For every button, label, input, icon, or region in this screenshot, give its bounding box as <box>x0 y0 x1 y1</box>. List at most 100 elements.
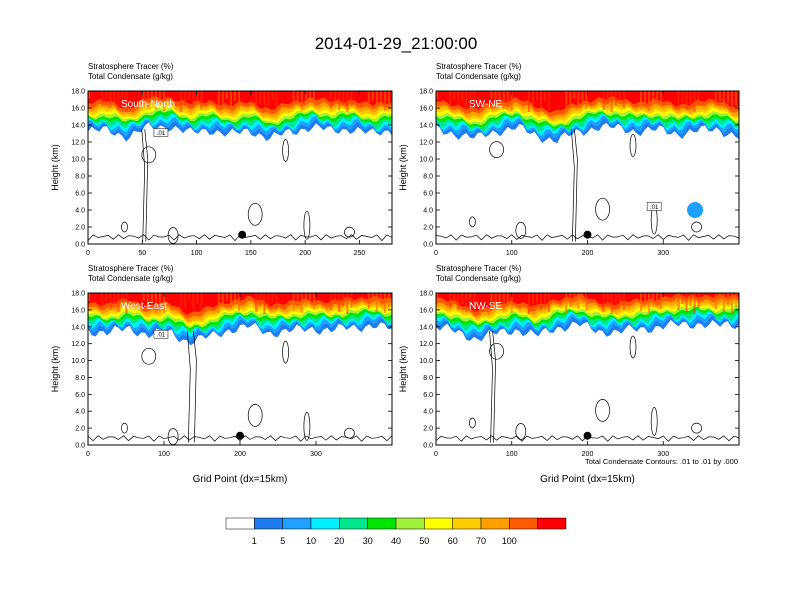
tracer-streak <box>296 91 299 103</box>
figure-title: 2014-01-29_21:00:00 <box>315 34 478 53</box>
condensate-contour <box>595 197 610 221</box>
tracer-streak <box>238 91 240 109</box>
tracer-streak <box>689 91 692 104</box>
tracer-streak <box>685 293 688 312</box>
panel-nw-se: Stratosphere Tracer (%) Total Condensate … <box>398 264 740 485</box>
tracer-streak <box>714 91 717 107</box>
tracer-streak <box>473 91 476 112</box>
x-tick-label: 100 <box>191 250 203 257</box>
tracer-streak <box>350 293 353 308</box>
tracer-streak <box>548 293 551 312</box>
tracer-streak <box>150 91 153 101</box>
tracer-streak <box>192 91 195 108</box>
tracer-streak <box>379 91 382 103</box>
tracer-patch <box>687 202 704 218</box>
condensate-contour <box>515 222 527 239</box>
y-tick-label: 10.0 <box>419 358 433 365</box>
tracer-streak <box>338 293 341 312</box>
x-axis-label: Grid Point (dx=15km) <box>193 474 288 485</box>
colorbar-swatch <box>480 517 510 530</box>
tracer-streak <box>300 91 303 111</box>
y-tick-label: 10.0 <box>71 358 85 365</box>
tracer-streak <box>225 91 228 99</box>
condensate-contour <box>571 129 575 242</box>
tracer-streak <box>196 293 199 304</box>
tracer-streak <box>101 91 104 106</box>
tracer-streak <box>494 91 497 107</box>
tracer-streak <box>259 91 262 104</box>
y-axis-label: Height (km) <box>398 346 408 393</box>
tracer-streak <box>490 293 493 301</box>
location-marker <box>583 431 592 440</box>
panel-title-tracer: Stratosphere Tracer (%) <box>436 264 522 273</box>
condensate-contour <box>186 330 191 443</box>
x-tick-label: 200 <box>234 451 246 458</box>
tracer-streak <box>714 293 717 309</box>
tracer-streak <box>693 293 696 314</box>
tracer-streak <box>334 91 337 102</box>
tracer-streak <box>105 91 108 100</box>
tracer-streak <box>275 293 278 310</box>
y-tick-label: 4.0 <box>423 409 433 416</box>
location-marker <box>238 230 247 239</box>
tracer-streak <box>585 293 588 311</box>
tracer-streak <box>735 91 737 105</box>
tracer-streak <box>150 293 153 303</box>
tracer-streak <box>648 293 651 313</box>
x-tick-label: 200 <box>582 451 594 458</box>
tracer-streak <box>436 293 438 301</box>
tracer-streak <box>577 91 580 107</box>
tracer-streak <box>498 91 501 101</box>
colorbar-swatch <box>395 517 425 530</box>
y-tick-label: 6.0 <box>75 191 85 198</box>
colorbar-label: 50 <box>419 536 429 546</box>
tracer-streak <box>581 91 584 101</box>
plot-frame <box>87 90 393 245</box>
condensate-contour <box>282 139 289 162</box>
y-tick-label: 14.0 <box>419 123 433 130</box>
condensate-contour <box>303 210 311 240</box>
tracer-streak <box>622 293 625 310</box>
condensate-contour <box>344 226 355 238</box>
plot-area <box>436 293 739 443</box>
tracer-streak <box>304 91 307 105</box>
tracer-streak <box>229 293 232 309</box>
tracer-streak <box>367 91 370 107</box>
tracer-streak <box>350 91 353 106</box>
tracer-streak <box>233 293 236 303</box>
y-tick-label: 12.0 <box>419 341 433 348</box>
panel-west-east: Stratosphere Tracer (%)Total Condensate … <box>50 264 393 485</box>
tracer-streak <box>726 91 729 103</box>
tracer-streak <box>263 91 266 112</box>
y-tick-label: 2.0 <box>423 426 433 433</box>
tracer-streak <box>548 91 551 110</box>
tracer-streak <box>200 91 203 110</box>
tracer-streak <box>217 293 220 313</box>
condensate-contour <box>141 146 157 164</box>
tracer-streak <box>718 293 721 303</box>
tracer-streak <box>188 91 191 100</box>
tracer-streak <box>255 293 258 312</box>
colorbar-label: 40 <box>391 536 401 546</box>
tracer-streak <box>726 293 729 305</box>
contour-info: Total Condensate Contours: .01 to .01 by… <box>585 457 738 466</box>
panel-title-condensate: Total Condensate (g/kg) <box>88 274 173 283</box>
tracer-streak <box>465 91 468 110</box>
condensate-contour <box>469 216 476 228</box>
tracer-streak <box>113 91 116 102</box>
colorbar-swatch <box>537 517 567 530</box>
y-tick-label: 2.0 <box>423 225 433 232</box>
x-tick-label: 0 <box>86 250 90 257</box>
tracer-streak <box>449 91 452 106</box>
panel-label: South-North <box>121 99 175 110</box>
tracer-streak <box>259 293 262 306</box>
x-tick-label: 200 <box>299 250 311 257</box>
x-tick-label: 0 <box>434 250 438 257</box>
tracer-streak <box>146 91 149 107</box>
panel-title-condensate: Total Condensate (g/kg) <box>436 72 521 81</box>
condensate-contour <box>691 221 702 233</box>
y-tick-label: 6.0 <box>75 392 85 399</box>
colorbar-label: 60 <box>448 536 458 546</box>
tracer-streak <box>644 293 647 305</box>
contour-label: .01 <box>650 205 659 211</box>
